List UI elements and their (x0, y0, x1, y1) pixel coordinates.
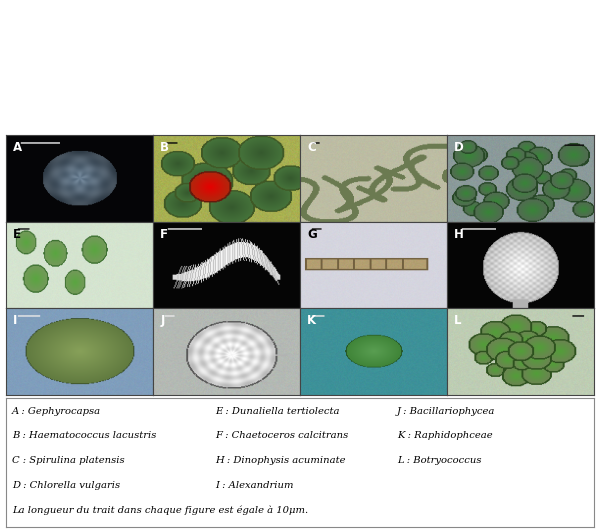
Text: F : Chaetoceros calcitrans: F : Chaetoceros calcitrans (215, 431, 348, 440)
Text: A : Gephyrocapsa: A : Gephyrocapsa (12, 407, 101, 416)
Text: K: K (307, 314, 316, 328)
Text: I: I (13, 314, 18, 328)
Text: H : Dinophysis acuminate: H : Dinophysis acuminate (215, 456, 345, 465)
Text: A: A (13, 141, 22, 154)
Text: La longueur du trait dans chaque figure est égale à 10μm.: La longueur du trait dans chaque figure … (12, 505, 308, 515)
Text: C: C (307, 141, 316, 154)
Text: D: D (454, 141, 464, 154)
Text: H: H (454, 228, 464, 241)
Text: B: B (160, 141, 169, 154)
Text: D : Chlorella vulgaris: D : Chlorella vulgaris (12, 481, 120, 490)
Text: L: L (454, 314, 462, 328)
Text: B : Haematococcus lacustris: B : Haematococcus lacustris (12, 431, 156, 440)
Text: E: E (13, 228, 22, 241)
Text: F: F (160, 228, 169, 241)
Text: E : Dunaliella tertiolecta: E : Dunaliella tertiolecta (215, 407, 339, 416)
Text: K : Raphidophceae: K : Raphidophceae (397, 431, 493, 440)
Text: I : Alexandrium: I : Alexandrium (215, 481, 293, 490)
Text: J: J (160, 314, 165, 328)
Text: L : Botryococcus: L : Botryococcus (397, 456, 482, 465)
Text: G: G (307, 228, 317, 241)
Text: J : Bacillariophycea: J : Bacillariophycea (397, 407, 496, 416)
Text: C : Spirulina platensis: C : Spirulina platensis (12, 456, 125, 465)
